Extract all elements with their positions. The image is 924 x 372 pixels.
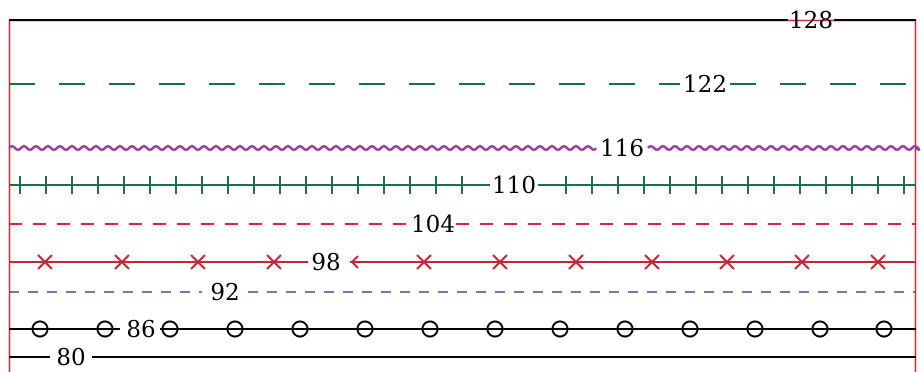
line-86-circle-marker	[486, 320, 504, 338]
line-98-label: 98	[311, 250, 340, 276]
line-98-x-marker	[568, 254, 584, 270]
line-86-circle-marker	[31, 320, 49, 338]
line-122-label: 122	[683, 72, 727, 98]
line-86-markers	[31, 320, 893, 338]
line-86-circle-marker	[421, 320, 439, 338]
line-98-partial-marker	[350, 255, 359, 269]
line-110: 110	[9, 173, 916, 199]
line-98-x-marker	[719, 254, 735, 270]
line-86-circle-marker	[161, 320, 179, 338]
line-98-markers	[37, 254, 886, 270]
line-86-circle-marker	[681, 320, 699, 338]
line-98-x-marker	[37, 254, 53, 270]
line-98-x-marker	[644, 254, 660, 270]
line-86-circle-marker	[356, 320, 374, 338]
line-98-x-marker	[492, 254, 508, 270]
line-86-circle-marker	[226, 320, 244, 338]
line-80: 80	[9, 345, 916, 371]
line-86-circle-marker	[875, 320, 893, 338]
line-92-label: 92	[210, 280, 239, 306]
line-116-label: 116	[600, 136, 644, 162]
line-98-x-marker	[114, 254, 130, 270]
line-86-circle-marker	[96, 320, 114, 338]
line-98: 98	[9, 250, 916, 276]
line-116-wave-left	[8, 145, 598, 151]
line-86-circle-marker	[616, 320, 634, 338]
line-86: 86	[9, 317, 916, 343]
line-98-x-marker	[416, 254, 432, 270]
line-98-x-marker	[190, 254, 206, 270]
line-98-x-marker	[266, 254, 282, 270]
line-110-ticks	[19, 176, 905, 194]
line-98-x-marker	[794, 254, 810, 270]
line-110-label: 110	[492, 173, 536, 199]
line-86-circle-marker	[811, 320, 829, 338]
line-128-label: 128	[789, 8, 833, 34]
line-98-x-marker	[870, 254, 886, 270]
line-92: 92	[9, 280, 916, 306]
line-86-circle-marker	[746, 320, 764, 338]
line-80-label: 80	[56, 345, 85, 371]
line-104-label: 104	[411, 212, 455, 238]
line-122: 122	[9, 72, 916, 98]
line-86-circle-marker	[551, 320, 569, 338]
line-128: 128	[9, 8, 916, 34]
line-86-label: 86	[126, 317, 155, 343]
line-104: 104	[9, 212, 916, 238]
line-86-circle-marker	[291, 320, 309, 338]
line-116-wave-right	[647, 145, 921, 151]
line-116: 116	[8, 136, 921, 162]
